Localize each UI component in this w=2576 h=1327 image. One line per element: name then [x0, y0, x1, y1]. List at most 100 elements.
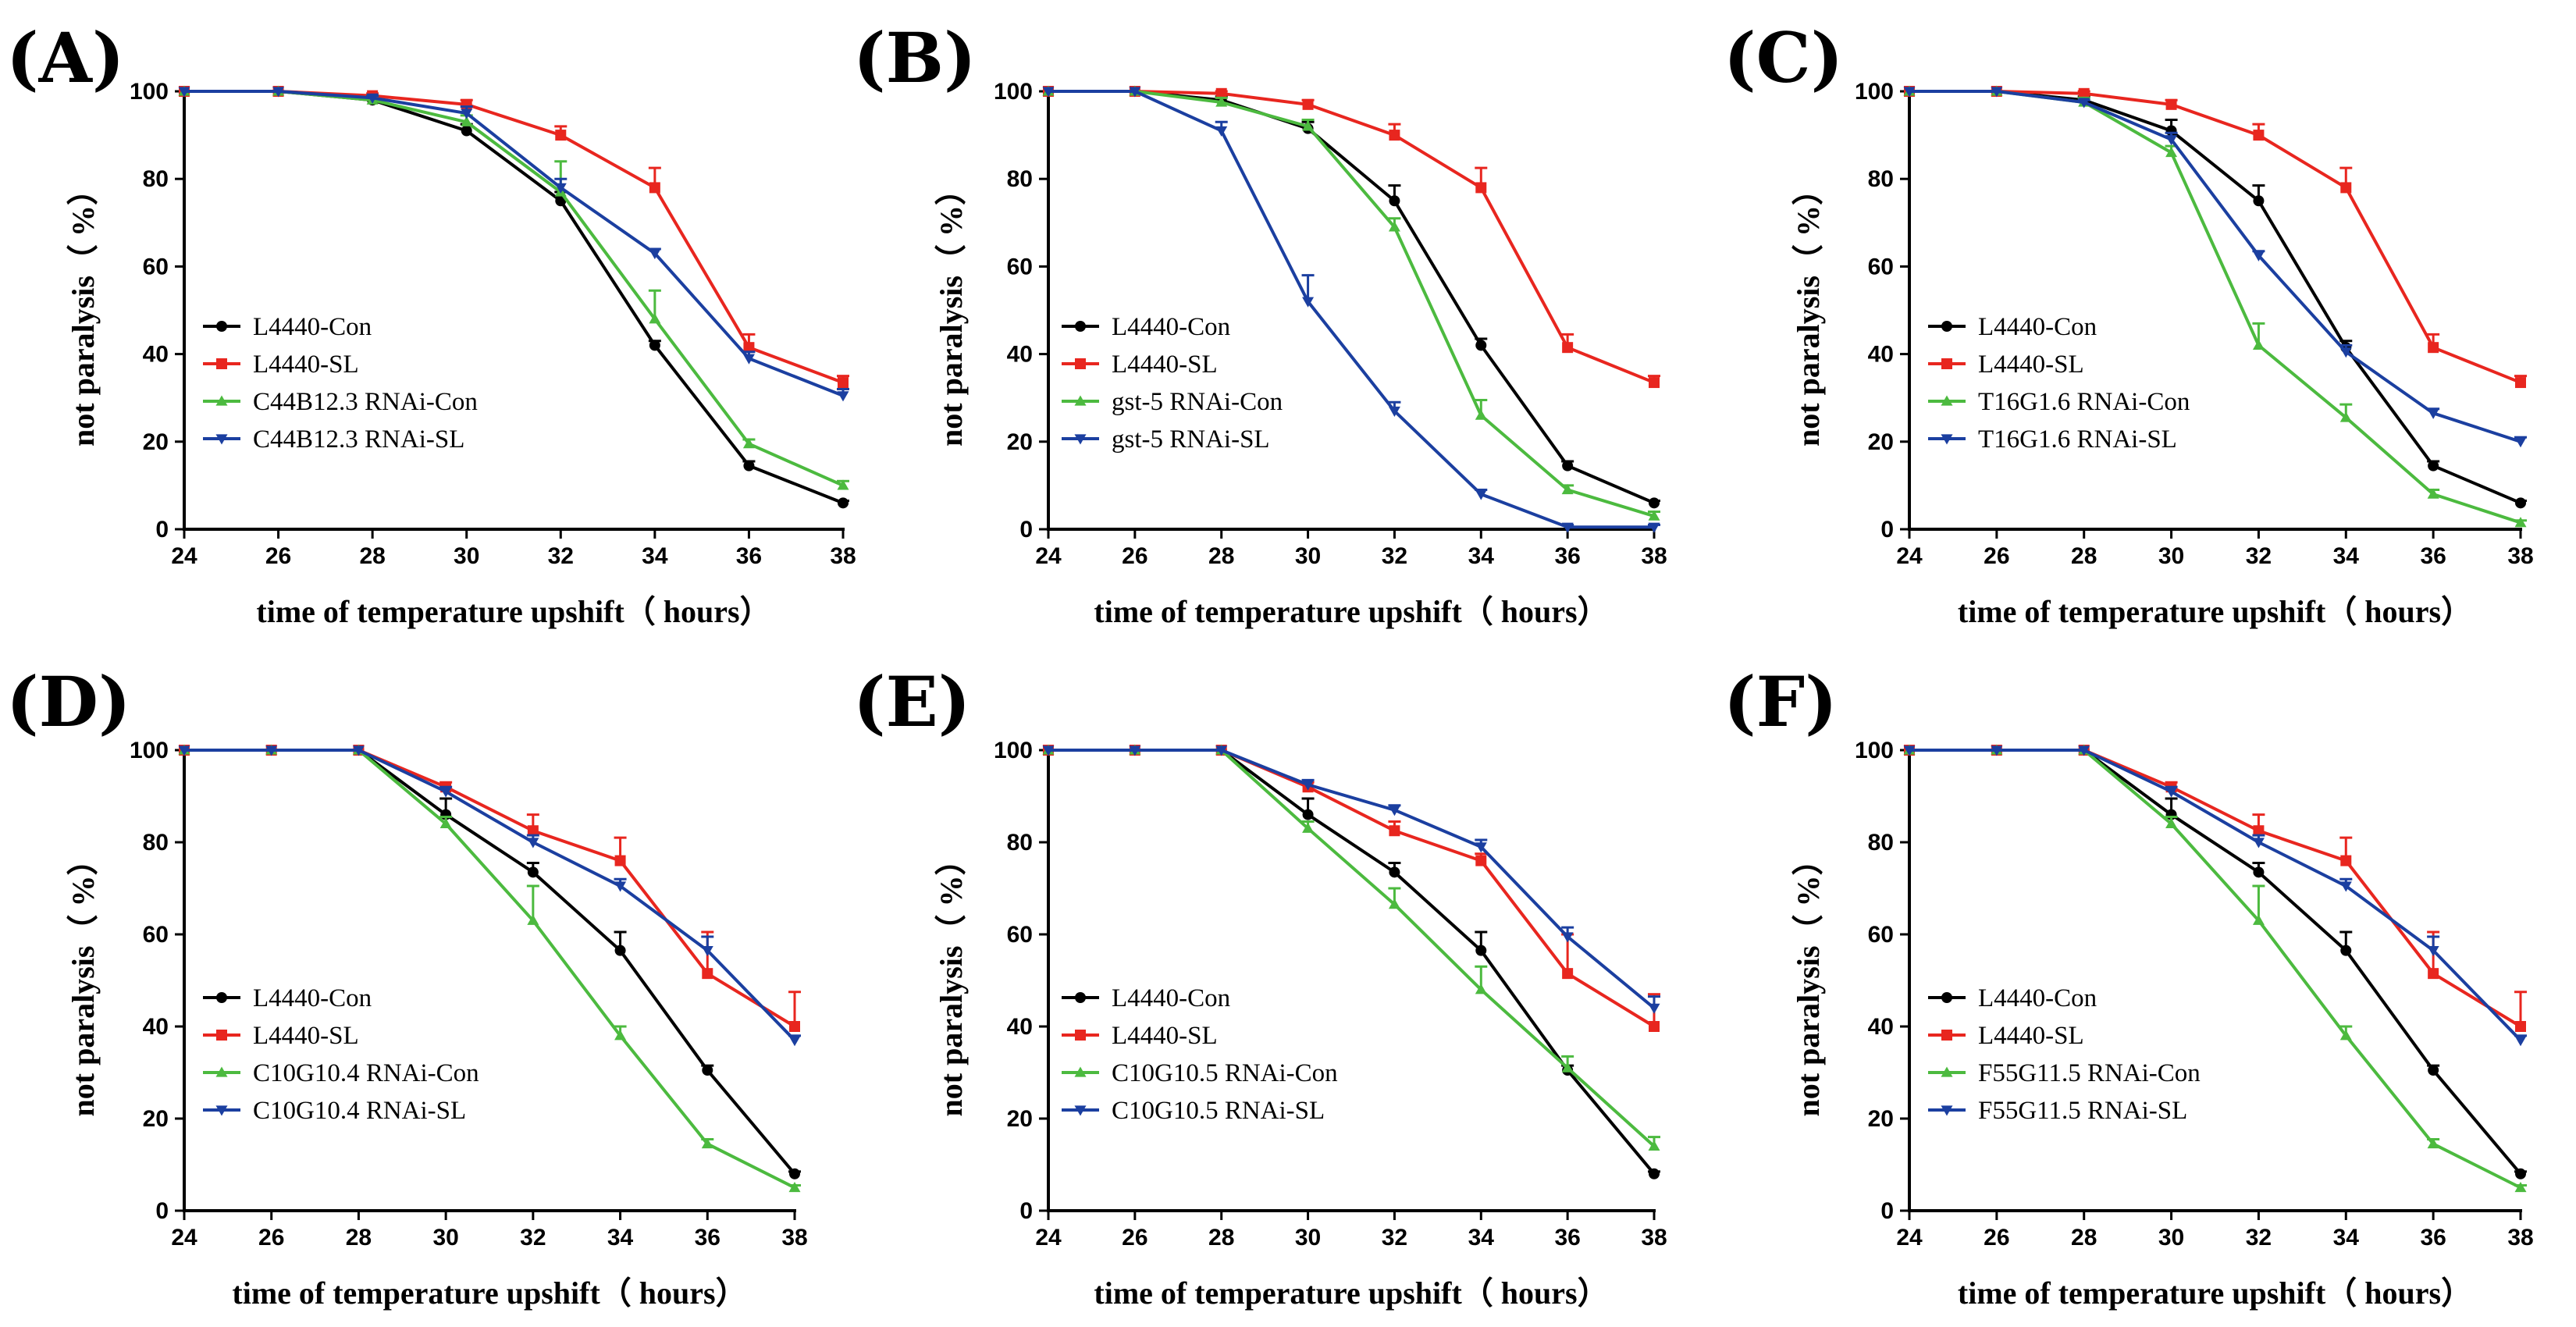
data-point	[1215, 96, 1228, 107]
series-line	[1048, 749, 1656, 1009]
y-tick-label: 60	[143, 922, 169, 948]
data-point	[2515, 377, 2526, 389]
data-point	[788, 1182, 801, 1193]
data-point	[1042, 745, 1055, 756]
data-point	[461, 125, 472, 137]
legend-swatch-marker	[1074, 395, 1087, 406]
y-tick-label: 80	[1868, 166, 1894, 192]
panel-b: (B) 24 26 28 30 32 34 36 38 0 20 40 60 80 100 time of t…	[853, 17, 1667, 629]
data-point	[838, 497, 849, 509]
data-point	[789, 1021, 800, 1032]
x-tick-label: 28	[346, 1225, 372, 1251]
data-point	[178, 87, 190, 98]
legend-item: L4440-SL	[1062, 350, 1218, 379]
data-point	[701, 946, 713, 957]
legend-label: gst-5 RNAi-SL	[1112, 425, 1270, 454]
legend-label: C10G10.4 RNAi-Con	[253, 1059, 479, 1087]
y-tick-label: 80	[143, 166, 169, 192]
data-point	[1388, 406, 1400, 418]
data-point	[1129, 87, 1141, 98]
legend-item: L4440-Con	[1062, 313, 1230, 341]
y-tick-label: 60	[1868, 254, 1894, 279]
x-axis-title: time of temperature upshift（ hours）	[1958, 1275, 2472, 1311]
y-tick-label: 40	[143, 1014, 169, 1040]
x-tick-label: 26	[1122, 543, 1147, 569]
data-point	[1388, 806, 1400, 816]
legend-swatch-marker	[216, 992, 227, 1003]
legend: L4440-Con L4440-SL C10G10.5 RNAi-Con C10G10…	[1062, 984, 1338, 1125]
series-l4440-sl	[179, 86, 849, 389]
x-tick-label: 36	[736, 543, 762, 569]
legend-swatch-marker	[1941, 434, 1953, 445]
data-point	[743, 460, 755, 471]
data-point	[2428, 1065, 2439, 1076]
legend-item: L4440-Con	[1928, 984, 2097, 1012]
data-point	[2427, 488, 2439, 499]
x-tick-label: 26	[258, 1225, 284, 1251]
panel-label: (A)	[6, 17, 125, 98]
x-tick-label: 32	[2246, 543, 2272, 569]
data-point	[788, 1036, 801, 1047]
data-point	[2427, 408, 2439, 419]
legend-swatch-marker	[215, 395, 228, 406]
legend-swatch-marker	[1075, 321, 1086, 332]
data-point	[439, 817, 452, 829]
y-tick-label: 0	[1019, 517, 1033, 543]
data-point	[701, 1137, 713, 1149]
data-point	[178, 745, 190, 756]
data-point	[2428, 342, 2439, 354]
y-tick-label: 100	[130, 738, 169, 763]
data-point	[1991, 745, 2003, 756]
y-tick-label: 100	[994, 738, 1033, 763]
data-point	[2253, 825, 2265, 837]
legend-item: C10G10.4 RNAi-SL	[203, 1097, 466, 1125]
x-tick-label: 30	[1295, 1225, 1321, 1251]
x-tick-label: 36	[1554, 543, 1580, 569]
data-point	[2514, 1036, 2527, 1047]
legend-label: F55G11.5 RNAi-SL	[1978, 1097, 2187, 1125]
data-point	[742, 438, 755, 449]
series-gst-5-rnai-sl	[1042, 87, 1660, 533]
panel-label: (D)	[6, 661, 131, 742]
y-tick-label: 60	[1868, 922, 1894, 948]
legend-item: L4440-SL	[1928, 350, 2084, 379]
data-point	[2078, 87, 2090, 99]
y-axis-title: not paralysis（ %）	[66, 174, 101, 446]
data-point	[702, 968, 713, 980]
data-point	[1648, 1140, 1660, 1151]
series-line	[184, 749, 796, 1042]
panel-label: (C)	[1724, 17, 1843, 98]
data-point	[649, 248, 661, 260]
data-point	[1302, 120, 1315, 131]
data-point	[838, 377, 849, 389]
x-tick-label: 38	[1641, 1225, 1667, 1251]
series-t16g1-6-rnai-sl	[1903, 87, 2527, 448]
data-point	[1649, 1021, 1660, 1032]
x-tick-label: 38	[830, 543, 856, 569]
x-tick-label: 28	[359, 543, 385, 569]
series-c44b12-3-rnai-sl	[178, 87, 849, 402]
legend-swatch-marker	[215, 1066, 228, 1077]
data-point	[1475, 489, 1487, 500]
data-point	[2514, 437, 2527, 448]
x-axis-title: time of temperature upshift（ hours）	[256, 594, 770, 629]
series-line	[184, 90, 844, 397]
data-point	[2165, 787, 2178, 798]
data-point	[527, 825, 539, 837]
legend-swatch-marker	[1074, 1105, 1087, 1116]
data-point	[1562, 460, 1574, 471]
x-tick-label: 26	[265, 543, 291, 569]
data-point	[1389, 825, 1400, 837]
data-point	[2515, 497, 2526, 509]
x-tick-label: 34	[642, 543, 668, 569]
data-point	[439, 787, 452, 798]
x-tick-label: 38	[2507, 1225, 2533, 1251]
data-point	[2165, 135, 2178, 146]
data-point	[2253, 195, 2265, 207]
data-point	[2252, 251, 2265, 261]
data-point	[2339, 1030, 2352, 1041]
series-line	[1909, 90, 2521, 443]
panel-e: (E) 24 26 28 30 32 34 36 38 0 20 40 60 80 100 time of t…	[853, 661, 1667, 1311]
data-point	[1562, 342, 1574, 354]
data-point	[272, 87, 285, 98]
